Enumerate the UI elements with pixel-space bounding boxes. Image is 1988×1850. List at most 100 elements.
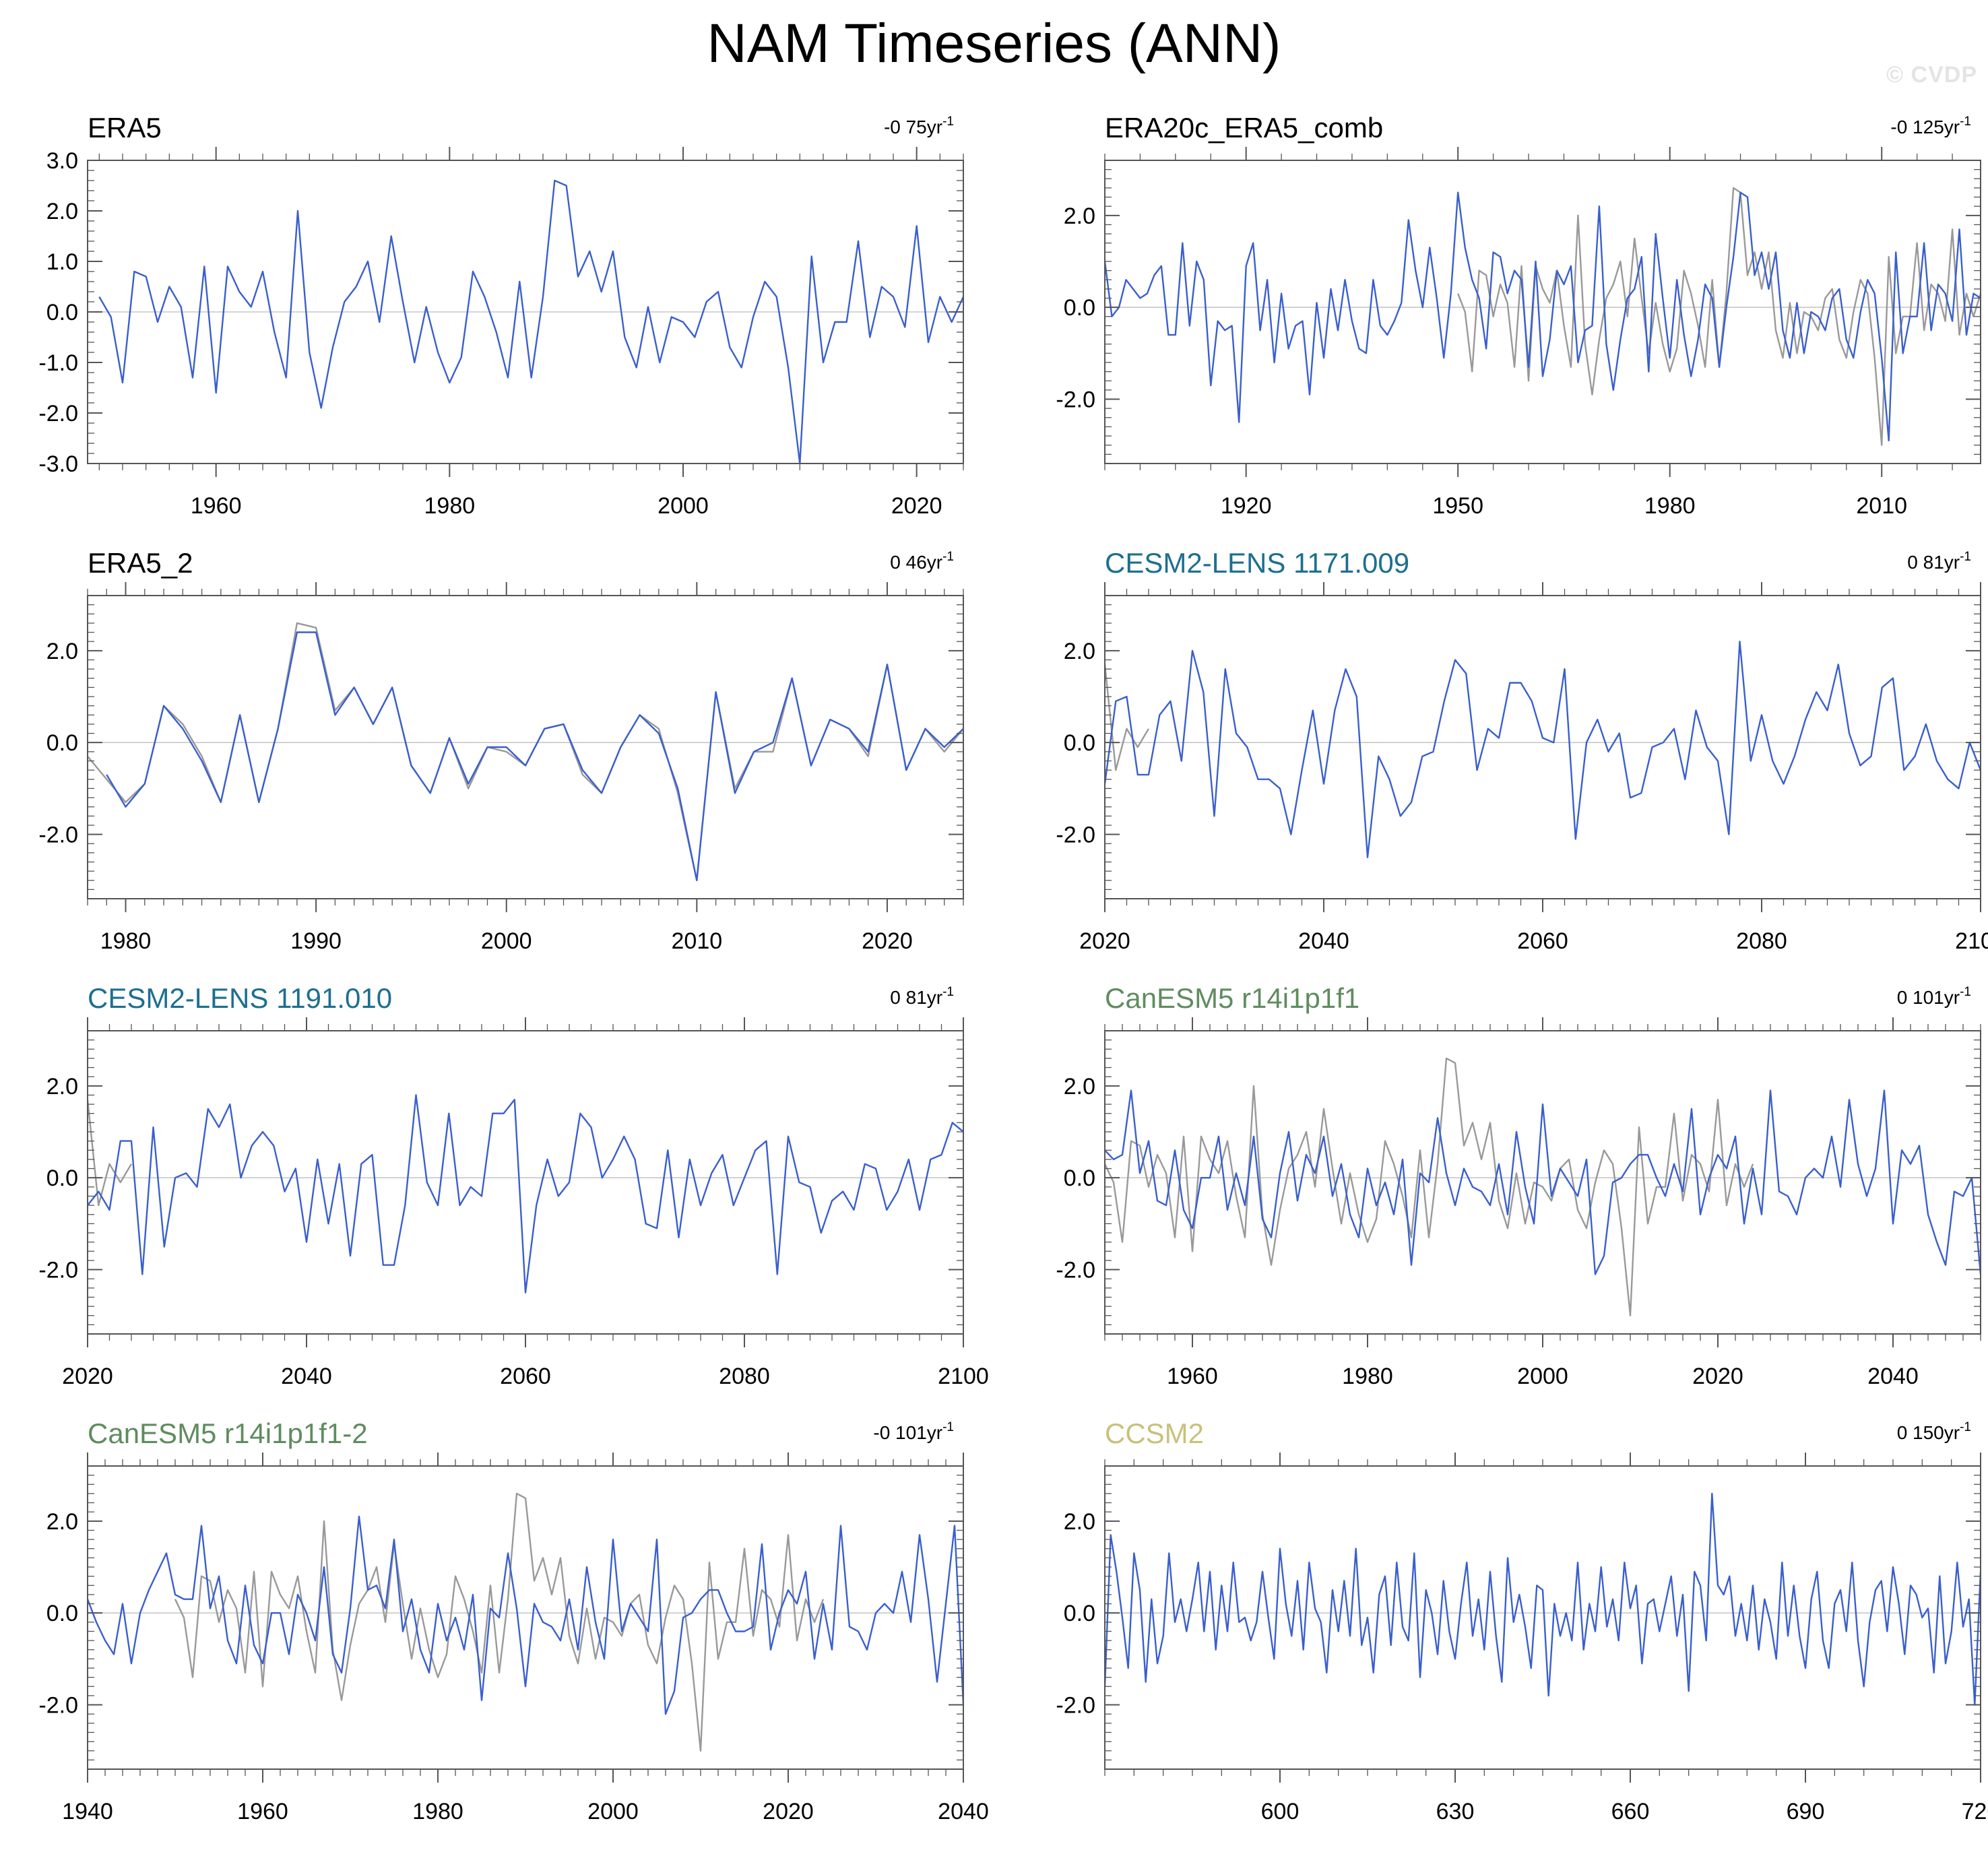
y-tick-label: -2.0 [38, 401, 78, 426]
y-tick-label: -2.0 [38, 1693, 78, 1719]
x-tick-label: 1980 [1342, 1364, 1393, 1389]
panel-title: CanESM5 r14i1p1f1 [1105, 982, 1359, 1014]
plot-frame [1104, 1465, 1981, 1770]
y-tick-label: 2.0 [46, 199, 78, 224]
x-tick-label: 2080 [719, 1364, 770, 1389]
y-tick-label: 0.0 [1064, 1601, 1095, 1626]
y-tick-label: 2.0 [1064, 1074, 1095, 1099]
y-tick-label: -2.0 [1056, 823, 1095, 848]
plot-frame [87, 1465, 964, 1770]
trend-value: 0 46yr [890, 552, 942, 573]
x-tick-label: 1960 [237, 1799, 288, 1824]
y-tick-label: 2.0 [46, 1074, 78, 1099]
trend-label: 0 46yr-1 [890, 550, 954, 573]
y-tick-label: 0.0 [46, 1166, 78, 1191]
x-tick-label: 1980 [412, 1799, 463, 1824]
trend-value: 0 81yr [890, 987, 942, 1008]
y-tick-label: 0.0 [1064, 295, 1095, 321]
panel-5: -2.0 0.0 2.0 1960 1980 2000 2020 2040 CanESM5 r1… [1056, 982, 1981, 1389]
x-tick-label: 1980 [1644, 493, 1696, 519]
trend-label: -0 75yr-1 [884, 115, 954, 137]
series-line-reference [1105, 664, 1150, 771]
panel-title: CCSM2 [1105, 1417, 1204, 1449]
y-tick-label: 0.0 [1064, 730, 1095, 756]
series-line-primary [98, 179, 963, 464]
y-tick-label: 0.0 [46, 1601, 78, 1626]
x-tick-label: 690 [1787, 1799, 1825, 1824]
x-tick-label: 600 [1261, 1799, 1300, 1824]
x-tick-label: 2100 [938, 1364, 989, 1389]
y-tick-label: 0.0 [46, 300, 78, 325]
y-tick-label: -3.0 [38, 451, 78, 477]
x-tick-label: 2000 [658, 493, 709, 519]
trend-label: 0 150yr-1 [1897, 1420, 1971, 1443]
series-line-reference [88, 1099, 133, 1207]
y-tick-label: 2.0 [1064, 203, 1095, 229]
y-tick-label: 2.0 [1064, 639, 1095, 664]
y-tick-label: 2.0 [1064, 1509, 1095, 1535]
trend-exponent: -1 [942, 985, 954, 999]
trend-exponent: -1 [1960, 115, 1971, 129]
panel-0: -3.0 -2.0 -1.0 0.0 1.0 2.0 3.0 1960 1980 2000 2020… [38, 112, 964, 519]
y-tick-label: 2.0 [46, 1509, 78, 1535]
series-line-primary [1105, 1492, 1981, 1706]
panel-title: ERA20c_ERA5_comb [1105, 112, 1383, 143]
series-line-reference [88, 622, 963, 881]
x-tick-label: 1960 [191, 493, 242, 519]
x-tick-label: 2100 [1955, 928, 1988, 954]
panel-4: -2.0 0.0 2.0 2020 2040 2060 2080 2100 CESM2-LENS… [38, 982, 988, 1389]
trend-value: 0 81yr [1907, 552, 1960, 573]
trend-label: 0 101yr-1 [1897, 985, 1971, 1008]
panel-1: -2.0 0.0 2.0 1920 1950 1980 2010 ERA20c_ERA5_co… [1056, 112, 1981, 519]
x-tick-label: 1950 [1432, 493, 1483, 519]
panel-6: -2.0 0.0 2.0 1940 1960 1980 2000 2020 2040 CanESM… [38, 1417, 988, 1824]
x-tick-label: 2040 [281, 1364, 332, 1389]
y-tick-label: -2.0 [1056, 1693, 1095, 1719]
panel-title: ERA5 [88, 112, 162, 143]
x-tick-label: 2020 [862, 928, 913, 954]
trend-label: -0 101yr-1 [873, 1420, 954, 1443]
trend-label: 0 81yr-1 [890, 985, 954, 1008]
y-tick-label: 0.0 [46, 730, 78, 756]
y-tick-label: 1.0 [46, 249, 78, 275]
x-tick-label: 2040 [1298, 928, 1349, 954]
panel-title: CESM2-LENS 1191.010 [88, 982, 392, 1014]
x-tick-label: 2040 [1867, 1364, 1919, 1389]
x-tick-label: 1940 [62, 1799, 113, 1824]
plot-frame [1104, 595, 1981, 899]
x-tick-label: 2000 [481, 928, 532, 954]
y-tick-label: -2.0 [1056, 1258, 1095, 1283]
trend-exponent: -1 [1960, 550, 1971, 564]
series-line-primary [88, 1094, 963, 1294]
x-tick-label: 2060 [1517, 928, 1568, 954]
series-line-reference [1457, 187, 1981, 446]
x-tick-label: 2010 [1856, 493, 1907, 519]
x-tick-label: 2020 [62, 1364, 113, 1389]
x-tick-label: 630 [1436, 1799, 1475, 1824]
x-tick-label: 2080 [1736, 928, 1787, 954]
trend-value: 0 101yr [1897, 987, 1960, 1008]
y-tick-label: -1.0 [38, 350, 78, 376]
x-tick-label: 2010 [672, 928, 723, 954]
series-line-primary [1105, 1089, 1981, 1275]
panel-title: CanESM5 r14i1p1f1-2 [88, 1417, 368, 1449]
x-tick-label: 2040 [938, 1799, 989, 1824]
series-line-primary [88, 1515, 963, 1715]
x-tick-label: 2000 [1517, 1364, 1568, 1389]
plot-frame [1104, 160, 1981, 464]
panel-title: ERA5_2 [88, 547, 193, 579]
x-tick-label: 1980 [100, 928, 152, 954]
y-tick-label: -2.0 [38, 1258, 78, 1283]
panel-3: -2.0 0.0 2.0 2020 2040 2060 2080 2100 CESM2-LENS… [1056, 547, 1988, 954]
trend-value: -0 101yr [873, 1422, 942, 1443]
y-tick-label: -2.0 [1056, 387, 1095, 413]
x-tick-label: 2020 [1079, 928, 1130, 954]
x-tick-label: 2020 [1692, 1364, 1743, 1389]
y-tick-label: 0.0 [1064, 1166, 1095, 1191]
panel-7: -2.0 0.0 2.0 600 630 660 690 720 CCSM2 0 150yr-1 [1056, 1417, 1988, 1824]
plot-frame [87, 595, 964, 899]
series-line-primary [1105, 641, 1981, 858]
trend-exponent: -1 [1960, 985, 1971, 999]
x-tick-label: 2020 [763, 1799, 814, 1824]
